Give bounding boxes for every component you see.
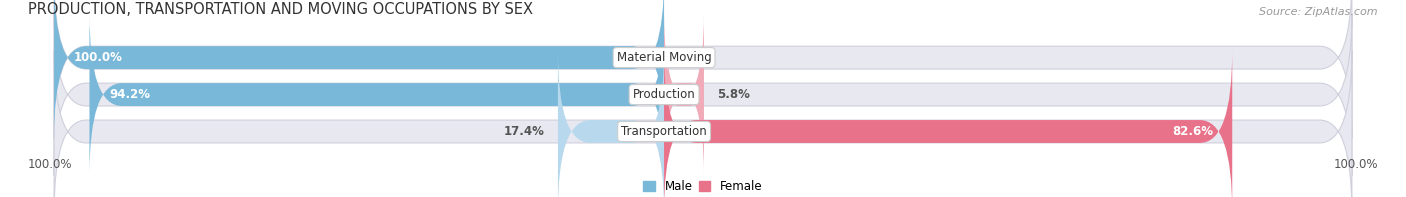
FancyBboxPatch shape [53,14,1353,176]
Text: 100.0%: 100.0% [1333,158,1378,171]
FancyBboxPatch shape [90,14,664,176]
Text: Source: ZipAtlas.com: Source: ZipAtlas.com [1260,7,1378,17]
Text: 94.2%: 94.2% [108,88,150,101]
Text: Production: Production [633,88,696,101]
FancyBboxPatch shape [664,51,1232,197]
FancyBboxPatch shape [664,14,704,176]
FancyBboxPatch shape [53,0,664,138]
Text: PRODUCTION, TRANSPORTATION AND MOVING OCCUPATIONS BY SEX: PRODUCTION, TRANSPORTATION AND MOVING OC… [28,2,533,17]
FancyBboxPatch shape [53,0,1353,138]
Text: 100.0%: 100.0% [28,158,73,171]
Text: 17.4%: 17.4% [505,125,546,138]
Text: 82.6%: 82.6% [1171,125,1213,138]
Text: Material Moving: Material Moving [617,51,711,64]
FancyBboxPatch shape [558,51,664,197]
Legend: Male, Female: Male, Female [638,175,768,197]
FancyBboxPatch shape [53,51,1353,197]
Text: 100.0%: 100.0% [73,51,122,64]
Text: Transportation: Transportation [621,125,707,138]
Text: 5.8%: 5.8% [717,88,749,101]
